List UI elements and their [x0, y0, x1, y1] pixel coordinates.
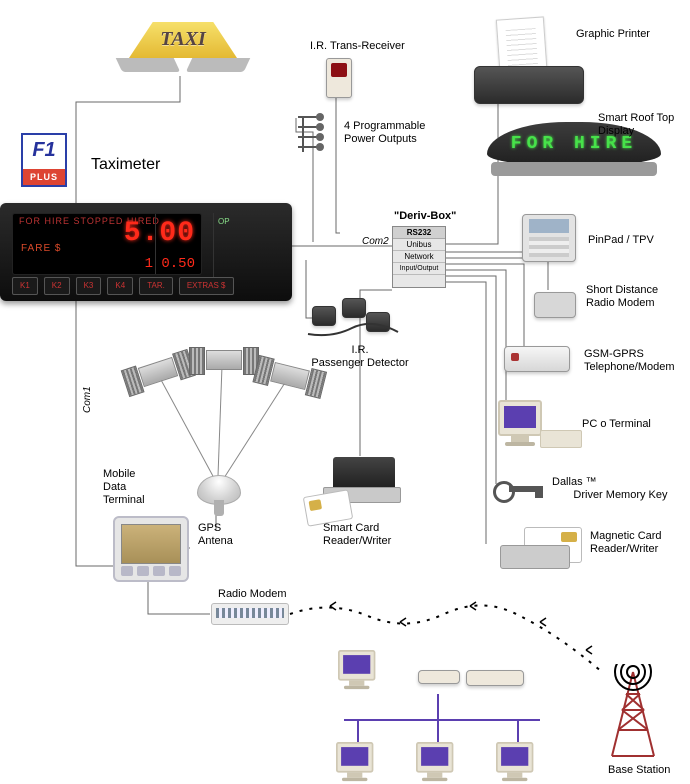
taximeter-op-panel: OP: [213, 213, 282, 281]
derivbox-row-0: RS232: [393, 227, 445, 239]
taximeter-extras: 1 0.50: [145, 256, 195, 272]
roof-display-label: Smart Roof Top Display: [598, 112, 674, 138]
base-pc-1: [336, 742, 373, 781]
com1-label: Com1: [82, 386, 93, 413]
graphic-printer-device: [474, 66, 584, 104]
mdt-label: Mobile Data Terminal: [103, 468, 145, 507]
base-pc-3: [496, 742, 533, 781]
power-outputs-icon: [296, 114, 340, 154]
base-station-label: Base Station: [608, 764, 670, 777]
driver-key-device: [493, 479, 547, 499]
taximeter-screen: FOR HIRE STOPPED HIRED 5.00 FARE $ 1 0.5…: [12, 213, 202, 275]
gsm-modem-device: [504, 346, 570, 372]
gps-antenna-device: [197, 475, 241, 505]
derivbox-device: RS232 Unibus Network Input/Output: [392, 226, 446, 288]
magnetic-card-label: Magnetic Card Reader/Writer: [590, 530, 662, 556]
pc-tower-icon: [540, 430, 582, 448]
pinpad-device: [522, 214, 576, 262]
taximeter-btn-tar: TAR.: [139, 277, 173, 295]
short-distance-modem-label: Short Distance Radio Modem: [586, 284, 658, 310]
taxi-sign: TAXI: [123, 22, 243, 76]
taximeter-btn-extras: EXTRAS $: [179, 277, 234, 295]
taximeter-btn-k2: K2: [44, 277, 70, 295]
smartcard-device: [323, 457, 399, 509]
gsm-modem-label: GSM-GPRS Telephone/Modem: [584, 348, 675, 374]
base-tower-icon: [604, 664, 662, 760]
power-outputs-label: 4 Programmable Power Outputs: [344, 120, 425, 146]
gps-antenna-label: GPS Antena: [198, 522, 233, 548]
taximeter-buttons: K1 K2 K3 K4 TAR. EXTRAS $: [12, 277, 272, 295]
derivbox-title: "Deriv-Box": [394, 210, 456, 223]
derivbox-row-1: Unibus: [393, 239, 445, 251]
magnetic-card-device: [500, 527, 580, 571]
base-pc-top: [338, 650, 375, 689]
taximeter-btn-k4: K4: [107, 277, 133, 295]
smartcard-label: Smart Card Reader/Writer: [323, 522, 391, 548]
brand-logo: F1 PLUS: [21, 133, 67, 187]
base-pc-2: [416, 742, 453, 781]
taximeter-fare: 5.00: [124, 218, 195, 249]
graphic-printer-label: Graphic Printer: [576, 28, 650, 41]
brand-logo-top: F1: [23, 135, 65, 165]
pc-terminal-label: PC o Terminal: [582, 418, 651, 431]
driver-key-label: Dallas ™ Driver Memory Key: [552, 476, 668, 502]
ir-detector-device: [302, 298, 402, 342]
ir-transreceiver-label: I.R. Trans-Receiver: [310, 40, 405, 53]
taximeter-btn-k1: K1: [12, 277, 38, 295]
com2-label: Com2: [362, 236, 389, 247]
ir-detector-label: I.R. Passenger Detector: [300, 344, 420, 370]
derivbox-row-2: Network: [393, 251, 445, 263]
taximeter-fare-label: FARE $: [21, 243, 61, 254]
base-hub-1: [418, 670, 460, 684]
pc-terminal-device: [498, 400, 542, 446]
mdt-device: [113, 516, 189, 582]
pinpad-label: PinPad / TPV: [588, 234, 654, 247]
brand-logo-bottom: PLUS: [23, 169, 65, 185]
taxi-sign-text: TAXI: [123, 28, 243, 51]
radio-modem-label: Radio Modem: [218, 588, 286, 601]
ir-transreceiver-device: [326, 58, 352, 98]
taximeter-btn-k3: K3: [76, 277, 102, 295]
derivbox-row-3: Input/Output: [393, 263, 445, 275]
base-hub-2: [466, 670, 524, 686]
taximeter-device: FOR HIRE STOPPED HIRED 5.00 FARE $ 1 0.5…: [0, 203, 292, 301]
radio-modem-device: [211, 603, 289, 625]
short-distance-modem-device: [534, 292, 576, 318]
satellite-icon-2: [206, 350, 242, 370]
taximeter-label: Taximeter: [91, 158, 160, 171]
